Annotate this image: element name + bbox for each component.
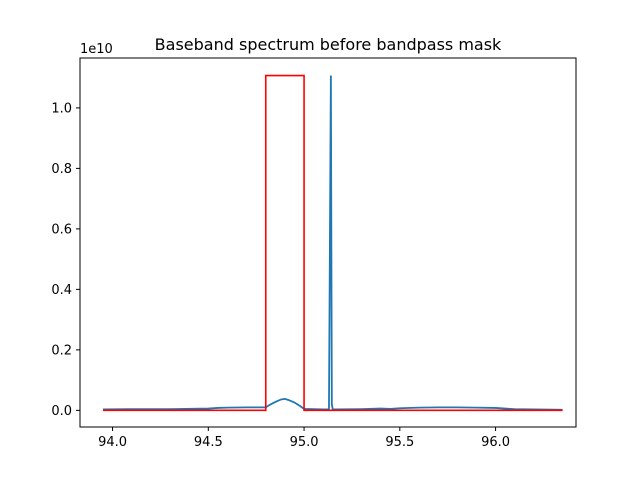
y-axis: 0.0 0.2 0.4 0.6 0.8 1.0 [51, 101, 80, 419]
plot-area [102, 74, 563, 412]
x-tick-label: 94.5 [194, 435, 223, 450]
y-tick-label: 0.4 [51, 283, 72, 298]
series-line-1 [102, 75, 563, 411]
axes-frame [79, 57, 577, 428]
chart-title: Baseband spectrum before bandpass mask [155, 35, 502, 54]
y-tick-label: 1.0 [51, 101, 72, 116]
y-offset-label: 1e10 [80, 42, 113, 57]
x-tick-label: 96.0 [481, 435, 510, 450]
y-tick-label: 0.6 [51, 222, 72, 237]
y-tick-label: 0.0 [51, 404, 72, 419]
series-line-2 [102, 74, 563, 412]
x-tick-label: 94.0 [98, 435, 127, 450]
x-tick-label: 95.5 [385, 435, 414, 450]
x-axis: 94.0 94.5 95.0 95.5 96.0 [98, 427, 510, 450]
y-tick-label: 0.2 [51, 343, 72, 358]
y-tick-label: 0.8 [51, 162, 72, 177]
x-tick-label: 95.0 [290, 435, 319, 450]
